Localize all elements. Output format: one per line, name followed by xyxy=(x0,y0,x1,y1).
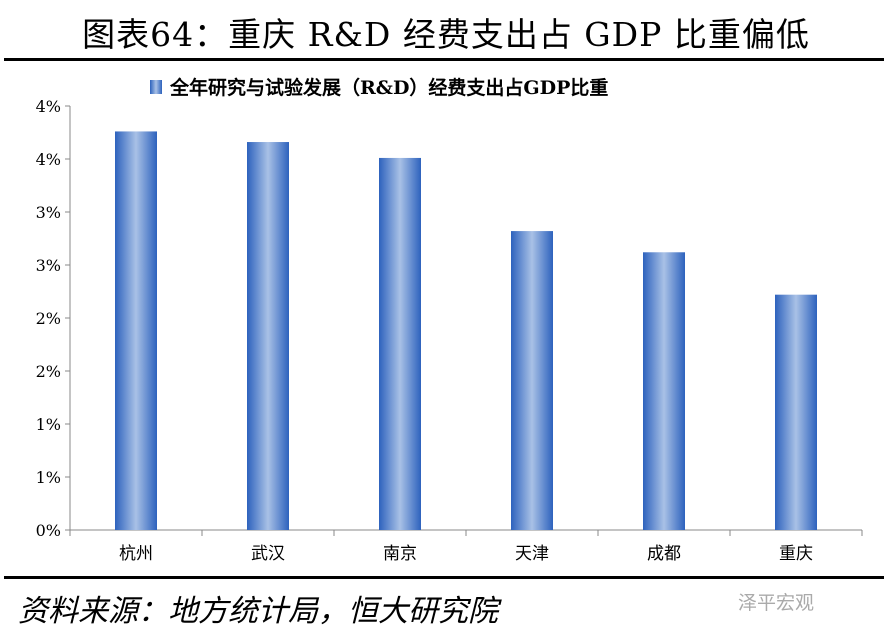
x-tick-label: 成都 xyxy=(647,544,681,564)
bar-重庆 xyxy=(775,294,817,530)
bar-chart: 全年研究与试验发展（R&D）经费支出占GDP比重 0% 1% 1% 2% 2% 3% 3% 4… xyxy=(36,76,863,564)
y-tick-label: 1% xyxy=(36,468,61,487)
x-tick-label: 武汉 xyxy=(251,544,285,564)
y-tick-label: 0% xyxy=(36,521,61,540)
y-tick-label: 4% xyxy=(36,150,61,169)
y-tick-label: 4% xyxy=(36,97,61,116)
footer-rule xyxy=(4,576,884,579)
bar-武汉 xyxy=(247,142,289,531)
y-tick-label: 2% xyxy=(36,362,61,381)
legend-swatch xyxy=(150,80,162,94)
legend-label: 全年研究与试验发展（R&D）经费支出占GDP比重 xyxy=(169,76,608,99)
bar-成都 xyxy=(643,252,685,530)
y-tick-label: 1% xyxy=(36,415,61,434)
y-tick-label: 2% xyxy=(36,309,61,328)
title-rule xyxy=(4,58,884,61)
y-tick-label: 3% xyxy=(36,256,61,275)
x-tick-label: 杭州 xyxy=(119,544,153,564)
x-tick-label: 南京 xyxy=(383,544,417,564)
y-tick-label: 3% xyxy=(36,203,61,222)
bar-南京 xyxy=(379,157,421,530)
chart-title: 图表64：重庆 R&D 经费支出占 GDP 比重偏低 xyxy=(82,15,810,54)
watermark: 泽平宏观 xyxy=(738,592,815,614)
bar-杭州 xyxy=(115,131,157,530)
source-note: 资料来源：地方统计局，恒大研究院 xyxy=(18,594,498,629)
bar-天津 xyxy=(511,231,553,530)
x-tick-label: 重庆 xyxy=(779,544,813,564)
x-tick-label: 天津 xyxy=(515,544,549,564)
